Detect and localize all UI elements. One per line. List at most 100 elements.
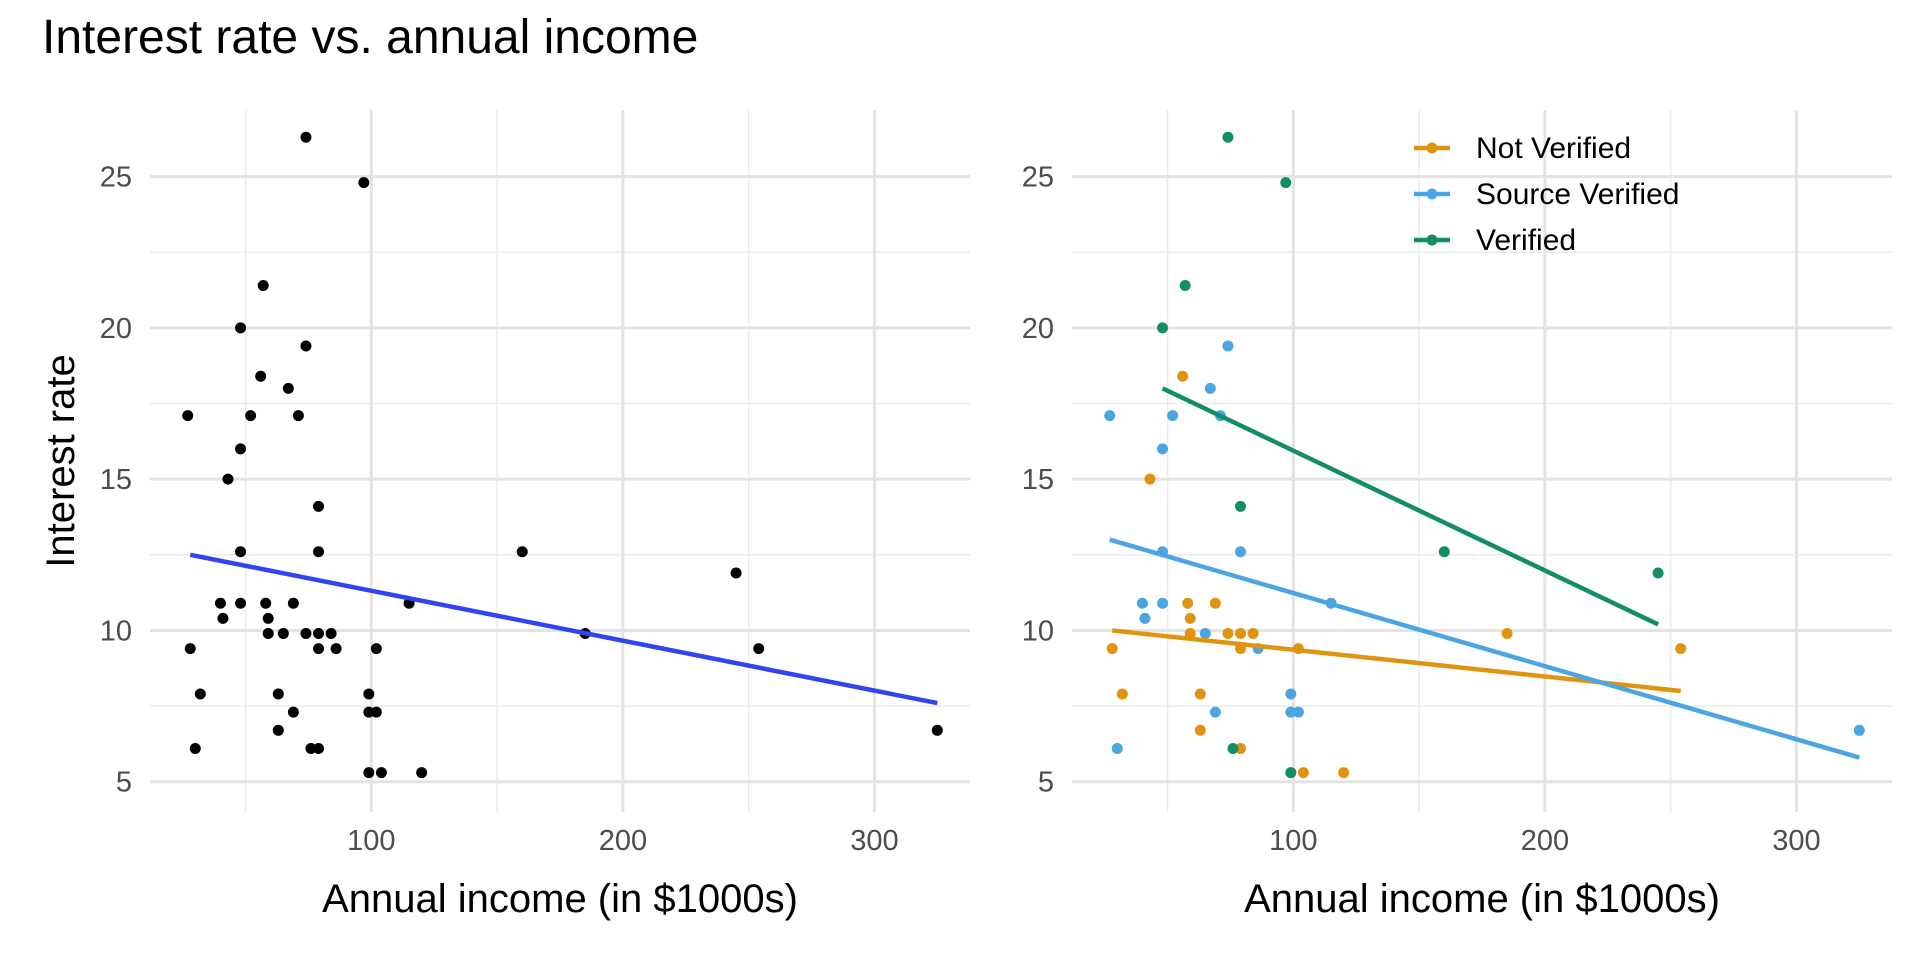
data-point-not-verified [1501, 627, 1513, 639]
data-point-not-verified [1184, 612, 1196, 624]
data-point-not-verified [1144, 473, 1156, 485]
data-point-source-verified [1111, 742, 1123, 754]
data-point [370, 706, 382, 718]
data-point-source-verified [1167, 410, 1179, 422]
data-point-verified [1652, 567, 1664, 579]
data-point-source-verified [1157, 443, 1169, 455]
y-tick-label: 25 [1022, 162, 1054, 194]
data-point-not-verified [1182, 597, 1194, 609]
data-point-verified [1227, 742, 1239, 754]
data-point [214, 597, 226, 609]
legend-label-verified: Verified [1476, 224, 1576, 257]
trend-line-source-verified [1109, 537, 1860, 760]
data-point-source-verified [1104, 410, 1116, 422]
trend-line [189, 552, 938, 706]
data-point [753, 643, 765, 655]
data-point-source-verified [1222, 340, 1234, 352]
data-point [313, 546, 325, 558]
data-point-verified [1280, 177, 1292, 189]
x-tick-label: 300 [850, 825, 898, 857]
data-point [363, 706, 375, 718]
data-point [325, 627, 337, 639]
legend: Not Verified Source Verified Verified [1414, 132, 1679, 257]
data-point-source-verified [1292, 706, 1304, 718]
data-point-not-verified [1297, 767, 1309, 779]
data-point [262, 612, 274, 624]
data-point-source-verified [1209, 706, 1221, 718]
y-tick-label: 10 [1022, 615, 1054, 647]
data-point-not-verified [1338, 767, 1350, 779]
data-point-verified [1285, 767, 1297, 779]
chart-title: Interest rate vs. annual income [42, 11, 699, 64]
x-tick-label: 300 [1772, 825, 1820, 857]
data-point-not-verified [1247, 627, 1259, 639]
data-point-source-verified [1157, 597, 1169, 609]
data-point-source-verified [1139, 612, 1151, 624]
legend-label-source-verified: Source Verified [1476, 178, 1679, 211]
legend-key-point-source-verified [1426, 188, 1438, 200]
data-point-source-verified [1136, 597, 1148, 609]
data-point [287, 597, 299, 609]
data-point [313, 627, 325, 639]
data-point-not-verified [1209, 597, 1221, 609]
y-tick-label: 15 [100, 464, 132, 496]
data-point [235, 443, 247, 455]
data-point [222, 473, 234, 485]
chart-panel-right: 5 10 15 20 25 100 200 300 Annual income (in $100… [1022, 110, 1892, 921]
data-point [363, 688, 375, 700]
data-point [305, 742, 317, 754]
trend-line-verified [1161, 386, 1660, 627]
data-point [257, 280, 269, 291]
data-point [287, 706, 299, 718]
y-tick-label: 10 [100, 615, 132, 647]
data-point [182, 410, 194, 422]
data-point [235, 322, 247, 334]
data-point [416, 767, 428, 779]
data-point [313, 500, 325, 512]
data-point [330, 643, 342, 655]
data-point-source-verified [1285, 706, 1297, 718]
y-tick-label: 15 [1022, 464, 1054, 496]
data-point [516, 546, 528, 558]
data-point [260, 597, 272, 609]
data-point [235, 597, 247, 609]
data-point [292, 410, 304, 422]
data-point [245, 410, 257, 422]
data-point-verified [1438, 546, 1450, 558]
data-point-verified [1179, 280, 1191, 291]
legend-key-point-not-verified [1426, 142, 1438, 154]
data-point [313, 643, 325, 655]
data-point-verified [1157, 322, 1169, 334]
data-point [363, 767, 375, 779]
data-point-not-verified [1106, 643, 1118, 655]
data-point-not-verified [1675, 643, 1687, 655]
chart-panel-left: 5 10 15 20 25 100 200 300 Annual income (in $100… [39, 110, 970, 921]
data-point [370, 643, 382, 655]
data-point-not-verified [1177, 370, 1189, 382]
data-point [277, 627, 289, 639]
data-point-not-verified [1235, 742, 1247, 754]
y-axis-title: Interest rate [39, 354, 83, 567]
data-point-source-verified [1199, 627, 1211, 639]
data-point [358, 177, 370, 189]
x-tick-label: 100 [1269, 825, 1317, 857]
data-point-source-verified [1853, 724, 1865, 736]
data-point [931, 724, 943, 736]
data-point [184, 643, 196, 655]
data-point-verified [1235, 500, 1247, 512]
data-point-not-verified [1235, 627, 1247, 639]
data-point-not-verified [1194, 724, 1206, 736]
data-point-not-verified [1116, 688, 1128, 700]
data-point [262, 627, 274, 639]
y-tick-label: 20 [1022, 313, 1054, 345]
data-point [272, 724, 284, 736]
data-point-verified [1222, 131, 1234, 143]
y-tick-label: 5 [116, 767, 132, 799]
data-point [272, 688, 284, 700]
data-point [300, 340, 312, 352]
x-tick-label: 100 [347, 825, 395, 857]
data-point [235, 546, 247, 558]
trend-line-not-verified [1112, 628, 1681, 694]
data-point [282, 382, 294, 394]
